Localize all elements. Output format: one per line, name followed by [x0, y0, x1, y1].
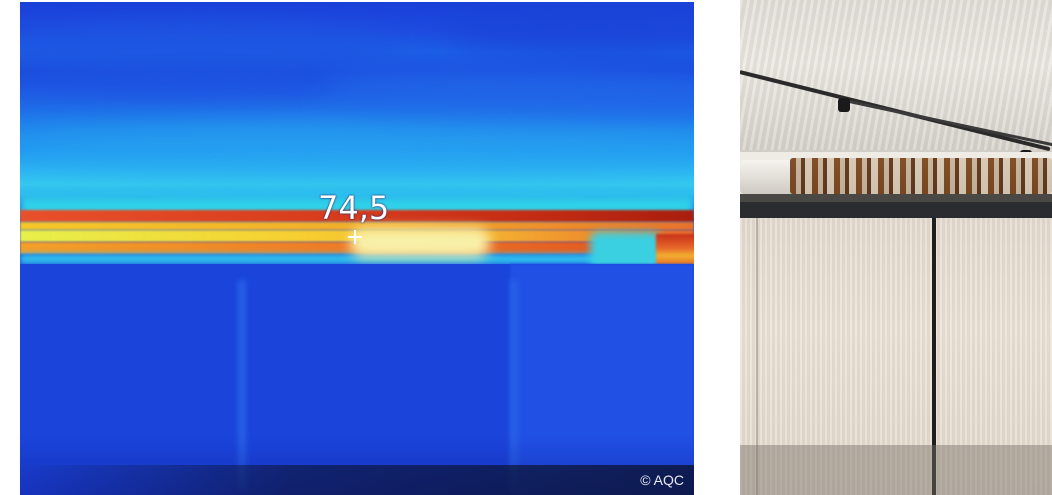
- panel-texture: [740, 218, 1052, 495]
- cable-clip: [838, 98, 850, 112]
- thermal-image: 74,5 © AQC: [20, 2, 694, 495]
- ceiling-beam: [740, 202, 1052, 218]
- copyright-credit: © AQC: [640, 472, 684, 488]
- thermal-pillar: [238, 280, 246, 490]
- crosshair-icon: [348, 230, 362, 244]
- credit-bar: [20, 465, 694, 495]
- thermal-band: [20, 254, 694, 264]
- temperature-reading: 74,5: [318, 189, 390, 227]
- ceiling-texture: [740, 0, 1052, 150]
- thermal-band-hot: [20, 222, 694, 230]
- thermal-hotspot: [350, 228, 490, 258]
- thermal-haze: [440, 2, 694, 57]
- pipe-shadow: [740, 194, 1052, 204]
- ceiling-photo: [740, 0, 1052, 495]
- panel-seam: [756, 218, 758, 495]
- thermal-haze: [20, 122, 694, 172]
- thermal-pillar: [510, 280, 518, 490]
- panel-seam: [932, 218, 936, 495]
- thermal-haze: [320, 62, 694, 122]
- corroded-pipe: [790, 158, 1052, 194]
- floor-shade: [740, 445, 1052, 495]
- thermal-band-hot: [20, 210, 694, 222]
- wall-panels: [740, 218, 1052, 495]
